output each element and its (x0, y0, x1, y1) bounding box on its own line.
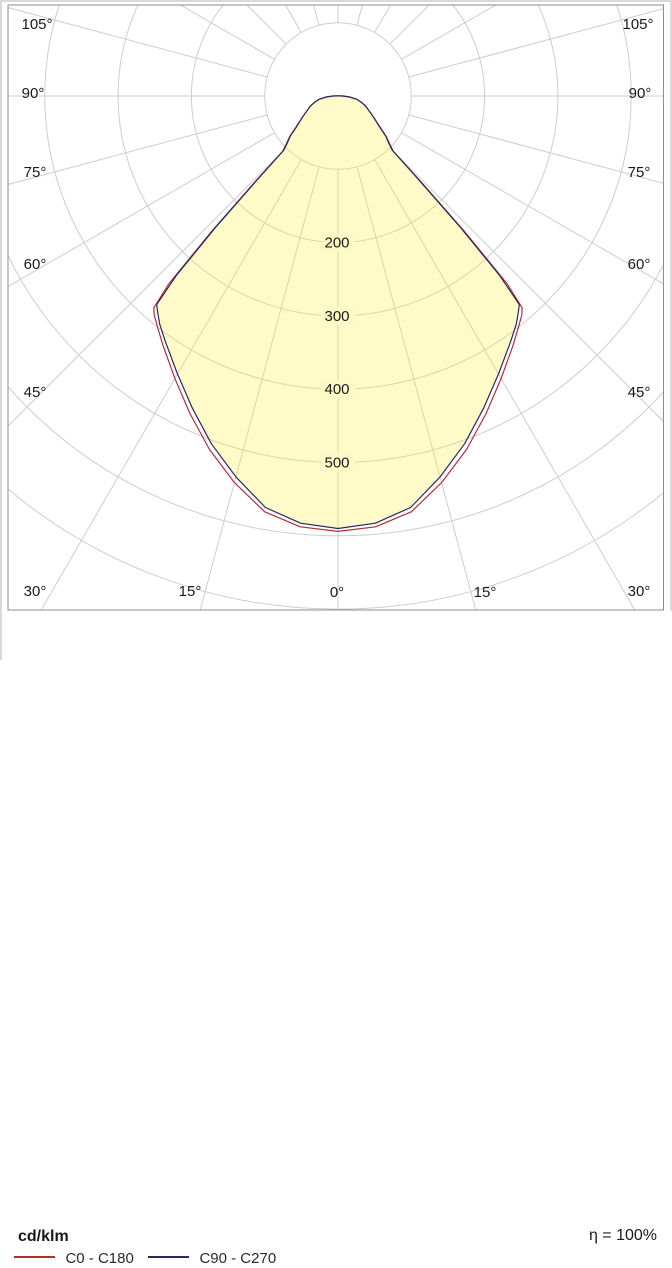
legend-strip: cd/klm C0 - C180 C90 - C270 η = 100% (2, 611, 672, 1267)
legend-label-c0-c180: C0 - C180 (65, 1250, 134, 1268)
angle-tick-label: 75° (628, 164, 651, 181)
grid-ray (374, 159, 636, 610)
grid-ray (408, 8, 664, 78)
legend-item-c0-c180: C0 - C180 (14, 1250, 134, 1268)
ring-value-label: 300 (324, 308, 349, 325)
angle-tick-label: 105° (622, 16, 653, 33)
c90-c270-line-swatch (148, 1256, 189, 1259)
grid-ray (356, 166, 477, 610)
polar-grid: 200 300 400 500 (8, 5, 664, 610)
ring-label-backdrop (321, 453, 355, 472)
grid-ray (8, 132, 275, 288)
angle-tick-label: 75° (24, 164, 47, 181)
ring-value-label: 400 (324, 381, 349, 398)
ring-label-backdrop (321, 233, 355, 252)
angle-tick-label: 45° (628, 384, 651, 401)
angle-tick-label: 90° (629, 85, 652, 102)
angle-tick-label: 90° (22, 85, 45, 102)
grid-ray (40, 159, 302, 610)
ring-label-backdrop (321, 380, 355, 399)
angle-tick-label: 30° (628, 583, 651, 600)
angle-tick-label: 45° (24, 384, 47, 401)
units-label: cd/klm (18, 1228, 69, 1245)
angle-tick-label: 105° (21, 16, 52, 33)
grid-ray (8, 147, 287, 427)
ring-value-label: 200 (324, 235, 349, 252)
grid-ray (8, 114, 268, 185)
light-output-ratio-label: η = 100% (588, 1227, 657, 1244)
grid-ray (389, 147, 664, 423)
angle-tick-label: 15° (179, 583, 202, 600)
polar-chart-svg: 200 300 400 500 105° 90° 75° 60° 45° 30° 15° 0° 15° 3… (7, 4, 664, 611)
ring-label-backdrop (321, 306, 355, 325)
angle-tick-label: 0° (330, 584, 344, 601)
angle-tick-label: 15° (474, 584, 497, 601)
legend-item-c90-c270: C90 - C270 (148, 1250, 277, 1268)
polar-chart-area: 200 300 400 500 105° 90° 75° 60° 45° 30° 15° 0° 15° 3… (2, 2, 672, 667)
grid-ray (401, 132, 664, 285)
angle-tick-label: 30° (24, 583, 47, 600)
ring-value-label: 500 (324, 455, 349, 472)
c0-c180-line-swatch (14, 1256, 55, 1259)
legend-label-c90-c270: C90 - C270 (199, 1250, 277, 1268)
angle-tick-label: 60° (628, 256, 651, 273)
angle-tick-label: 60° (24, 256, 47, 273)
curve-c90-c270 (156, 95, 520, 530)
plot-frame (7, 4, 664, 611)
grid-ray (199, 166, 320, 610)
grid-ray (408, 114, 664, 184)
grid-ray (8, 7, 268, 78)
